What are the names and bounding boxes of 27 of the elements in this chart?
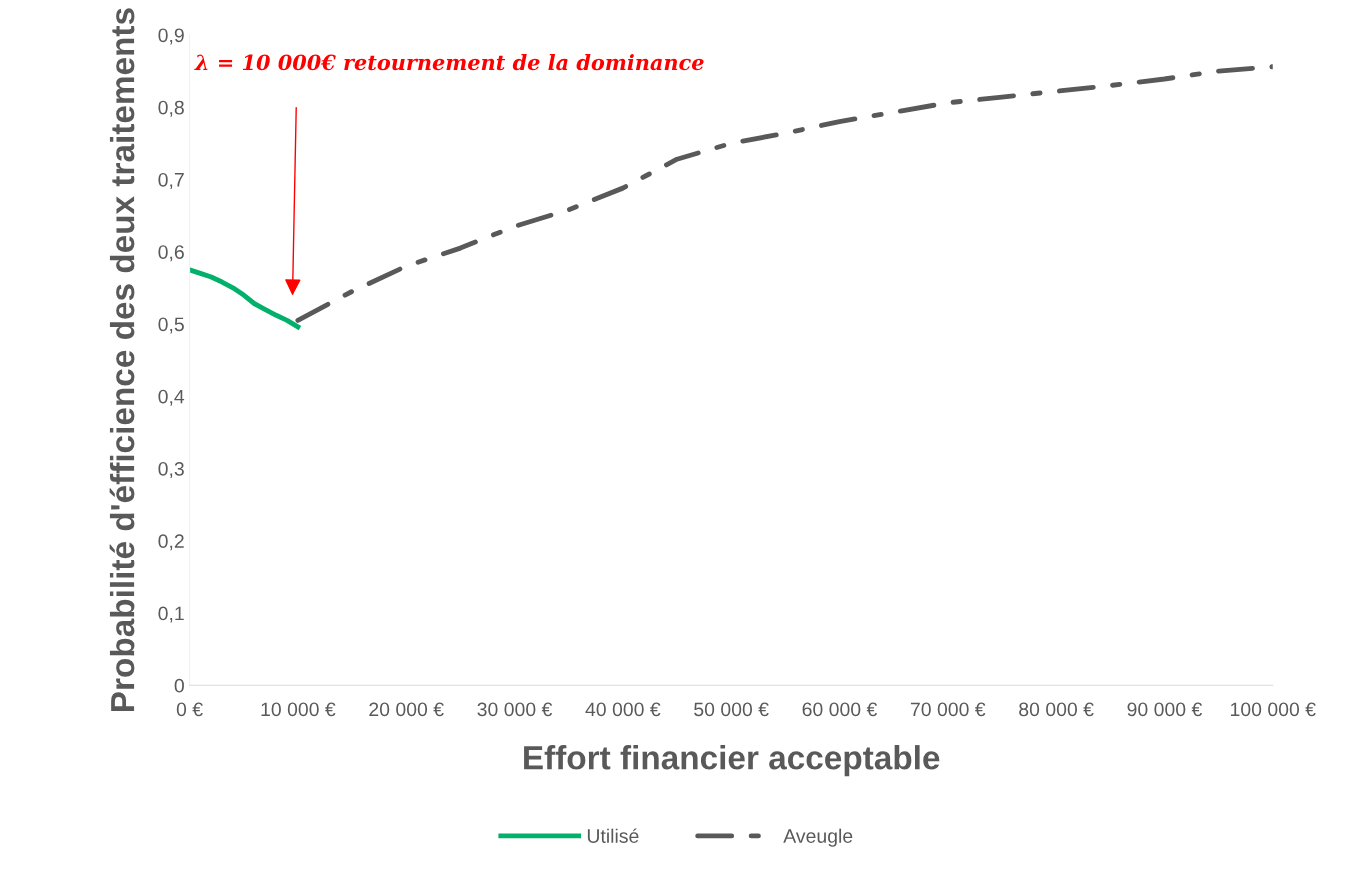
legend-label: Utilisé bbox=[587, 828, 639, 843]
y-tick-label: 0,4 bbox=[158, 389, 185, 406]
y-tick-label: 0,6 bbox=[158, 245, 184, 262]
annotation: λ = 10 000€ retournement de la dominance bbox=[194, 54, 704, 71]
x-tick-label: 20 000 € bbox=[369, 702, 444, 717]
x-tick-label: 50 000 € bbox=[694, 702, 769, 717]
y-tick-label: 0,9 bbox=[158, 28, 184, 45]
y-tick-label: 0 bbox=[174, 678, 184, 693]
y-tick-label: 0,1 bbox=[158, 606, 184, 623]
x-tick-label: 100 000 € bbox=[1231, 702, 1316, 717]
x-tick-label: 40 000 € bbox=[585, 702, 661, 717]
y-axis-title: Probabilité d'éfficience des deux traitements bbox=[109, 8, 135, 711]
y-tick-label: 0,7 bbox=[158, 172, 184, 189]
x-tick-label: 10 000 € bbox=[261, 702, 336, 717]
line-series bbox=[189, 267, 301, 330]
y-tick-label: 0,3 bbox=[158, 461, 184, 479]
legend-label: Aveugle bbox=[783, 828, 853, 847]
x-axis-title: Effort financier acceptable bbox=[524, 745, 940, 777]
x-tick-label: 0 € bbox=[176, 702, 203, 717]
x-tick-label: 80 000 € bbox=[1019, 702, 1094, 717]
x-tick-label: 70 000 € bbox=[910, 702, 986, 717]
x-tick-label: 60 000 € bbox=[802, 702, 878, 717]
y-tick-label: 0,5 bbox=[158, 317, 184, 334]
x-tick-label: 90 000 € bbox=[1127, 702, 1203, 717]
y-tick-label: 0,8 bbox=[158, 100, 184, 117]
y-tick-label: 0,2 bbox=[158, 534, 184, 551]
x-tick-label: 30 000 € bbox=[477, 702, 553, 717]
